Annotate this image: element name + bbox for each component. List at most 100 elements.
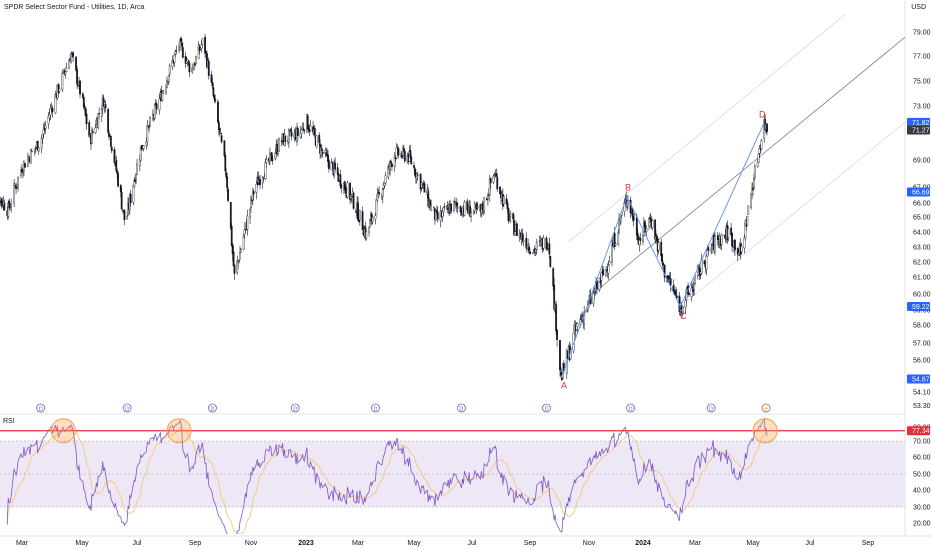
candle-body — [195, 56, 197, 64]
rsi-label: RSI — [3, 418, 15, 425]
candle-body — [302, 127, 305, 130]
price-badge-label: 66.69 — [912, 189, 930, 196]
candle-body — [123, 209, 126, 221]
price-badge-label: 59.22 — [912, 304, 930, 311]
candle-body — [313, 128, 316, 136]
candle-body — [240, 249, 242, 253]
candle-body — [340, 184, 343, 189]
candle-body — [138, 158, 141, 167]
candle-body — [88, 122, 91, 137]
candle-body — [75, 56, 77, 71]
wave-pattern: A B C D — [560, 110, 766, 391]
candle-body — [493, 176, 496, 178]
rsi-pane — [0, 417, 905, 534]
wave-label-c: C — [680, 311, 687, 321]
price-tick-label: 54.10 — [913, 390, 931, 397]
candle-body — [397, 148, 400, 156]
candle-body — [560, 372, 562, 376]
price-badge-label: 71.82 — [912, 120, 930, 127]
candle-body — [529, 251, 531, 254]
candle-body — [711, 245, 714, 250]
candle-body — [548, 243, 551, 255]
wave-label-a: A — [561, 381, 567, 391]
candle-body — [119, 185, 122, 193]
candle-body — [463, 202, 466, 216]
candle-body — [120, 192, 123, 210]
candle-body — [17, 176, 19, 186]
candle-body — [639, 238, 642, 241]
candle-body — [760, 140, 763, 150]
candle-body — [381, 189, 384, 198]
candle-body — [58, 88, 61, 92]
candle-body — [349, 182, 351, 200]
candle-body — [251, 188, 254, 201]
candle-body — [129, 193, 132, 204]
dividend-marker — [761, 403, 771, 413]
rsi-tick-label: 70.00 — [913, 439, 931, 446]
candle-body — [605, 267, 608, 270]
dividend-marker — [371, 403, 380, 413]
candle-body — [236, 261, 239, 273]
currency-label: USD — [911, 4, 926, 11]
candle-body — [136, 163, 138, 175]
price-tick-label: 59.00 — [913, 308, 931, 315]
candle-body — [187, 61, 190, 63]
price-tick-label: 61.00 — [913, 275, 931, 282]
candle-body — [684, 300, 687, 308]
candle-body — [600, 272, 603, 281]
candle-body — [691, 286, 694, 288]
candle-body — [278, 138, 280, 152]
candle-body — [607, 265, 610, 274]
x-tick-label: Sep — [862, 540, 875, 547]
candle-body — [694, 275, 696, 285]
candle-body — [117, 173, 119, 187]
candle-body — [135, 173, 137, 181]
candle-body — [9, 207, 12, 210]
price-tick-label: 75.00 — [913, 79, 931, 86]
price-badge — [907, 125, 930, 135]
candle-body — [218, 127, 221, 132]
price-tick-label: 65.00 — [913, 215, 931, 222]
candle-body — [277, 151, 279, 154]
candle-body — [242, 236, 245, 250]
candle-body — [403, 148, 405, 152]
dividend-marker-label: D — [293, 407, 297, 413]
candle-body — [441, 211, 444, 217]
candle-body — [223, 140, 226, 156]
candle-body — [148, 125, 151, 128]
candle-body — [602, 269, 605, 275]
candle-body — [766, 123, 768, 132]
candle-body — [91, 131, 94, 133]
candle-body — [49, 108, 52, 116]
candle-body — [633, 217, 636, 220]
candle-body — [675, 295, 678, 299]
candle-body — [229, 202, 232, 229]
candle-body — [746, 216, 749, 226]
price-tick-label: 66.00 — [913, 201, 931, 208]
candle-body — [109, 134, 111, 136]
candle-body — [152, 114, 154, 119]
candle-body — [220, 135, 223, 142]
candle-body — [243, 229, 246, 235]
candle-body — [707, 247, 710, 252]
candle-body — [158, 98, 161, 111]
candle-body — [344, 187, 347, 194]
candle-body — [714, 236, 716, 252]
candle-body — [502, 196, 505, 205]
rsi-ma-line — [6, 427, 768, 534]
candle-body — [442, 207, 445, 213]
wave-label-b: B — [625, 183, 631, 193]
rsi-tick-label: 20.00 — [913, 521, 931, 528]
candle-body — [146, 125, 149, 143]
candle-body — [167, 75, 170, 82]
candle-body — [648, 217, 650, 227]
candle-body — [225, 172, 228, 177]
candle-body — [318, 134, 321, 143]
candle-body — [631, 208, 634, 217]
candle-body — [415, 173, 418, 180]
candle-body — [8, 201, 11, 209]
candle-body — [179, 39, 181, 48]
candle-body — [496, 177, 499, 190]
candle-body — [730, 227, 733, 235]
